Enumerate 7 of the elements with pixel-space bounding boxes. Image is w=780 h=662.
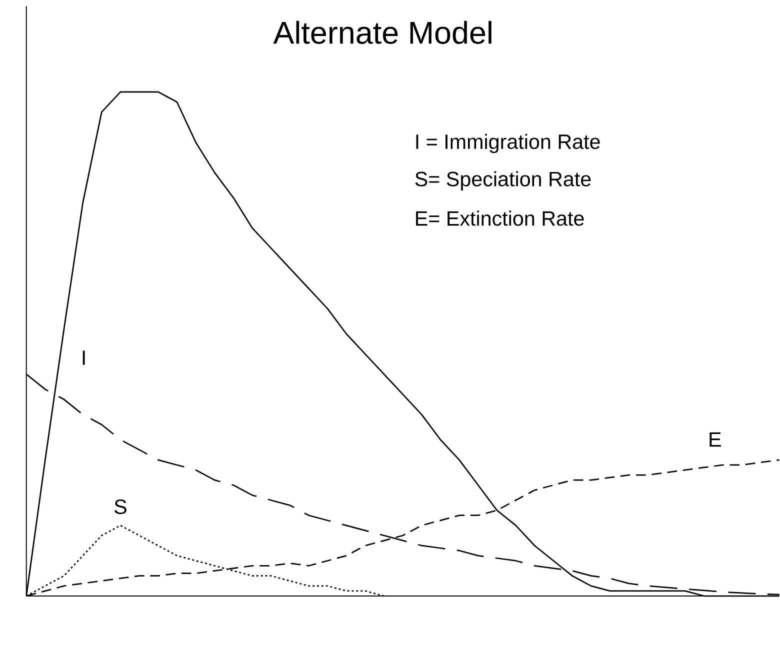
chart-title: Alternate Model <box>273 21 492 44</box>
series-label: I <box>82 350 85 366</box>
series-label: E <box>710 432 721 447</box>
annotation: E= Extinction Rate <box>416 210 584 226</box>
annotation: S= Speciation Rate <box>415 171 591 191</box>
series-label: S <box>114 500 126 514</box>
annotation: I = Immigration Rate <box>416 134 600 154</box>
